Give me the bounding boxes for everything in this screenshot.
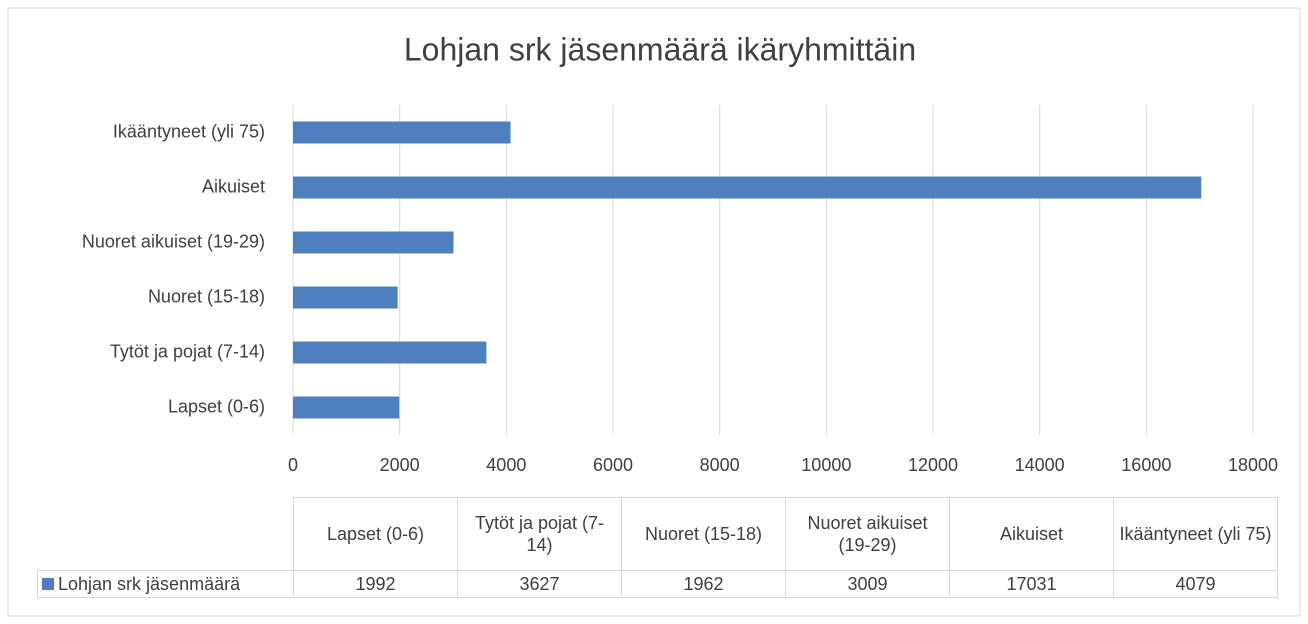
bar: [293, 286, 398, 309]
bar: [293, 396, 400, 419]
table-value: 3627: [457, 570, 622, 598]
table-value: 17031: [949, 570, 1114, 598]
x-tick-label: 14000: [1015, 455, 1065, 475]
table-value: 3009: [785, 570, 950, 598]
table-value: 1962: [621, 570, 786, 598]
chart-title: Lohjan srk jäsenmäärä ikäryhmittäin: [404, 31, 916, 67]
table-header: Ikääntyneet (yli 75): [1113, 497, 1278, 571]
chart-border: [7, 7, 1301, 617]
table-header: Nuoret aikuiset (19-29): [785, 497, 950, 571]
x-tick-label: 0: [288, 455, 298, 475]
y-tick-label: Ikääntyneet (yli 75): [113, 121, 265, 141]
y-tick-label: Lapset (0-6): [168, 396, 265, 416]
x-tick-label: 8000: [700, 455, 740, 475]
table-header: Tytöt ja pojat (7-14): [457, 497, 622, 571]
y-tick-label: Nuoret (15-18): [148, 286, 265, 306]
bar: [293, 121, 511, 144]
legend-label: Lohjan srk jäsenmäärä: [58, 574, 241, 594]
x-tick-label: 6000: [593, 455, 633, 475]
y-tick-label: Aikuiset: [202, 176, 265, 196]
y-tick-label: Nuoret aikuiset (19-29): [82, 231, 265, 251]
legend-swatch: [42, 578, 54, 590]
x-tick-label: 12000: [908, 455, 958, 475]
x-tick-label: 18000: [1228, 455, 1278, 475]
x-tick-label: 2000: [380, 455, 420, 475]
table-legend: Lohjan srk jäsenmäärä: [37, 570, 294, 598]
y-tick-label: Tytöt ja pojat (7-14): [110, 341, 265, 361]
bar: [293, 176, 1202, 199]
table-header: Aikuiset: [949, 497, 1114, 571]
x-tick-label: 4000: [486, 455, 526, 475]
bar: [293, 231, 454, 254]
table-header: Nuoret (15-18): [621, 497, 786, 571]
x-tick-label: 16000: [1121, 455, 1171, 475]
x-tick-label: 10000: [801, 455, 851, 475]
table-header: Lapset (0-6): [293, 497, 458, 571]
table-value: 1992: [293, 570, 458, 598]
table-value: 4079: [1113, 570, 1278, 598]
bar: [293, 341, 487, 364]
